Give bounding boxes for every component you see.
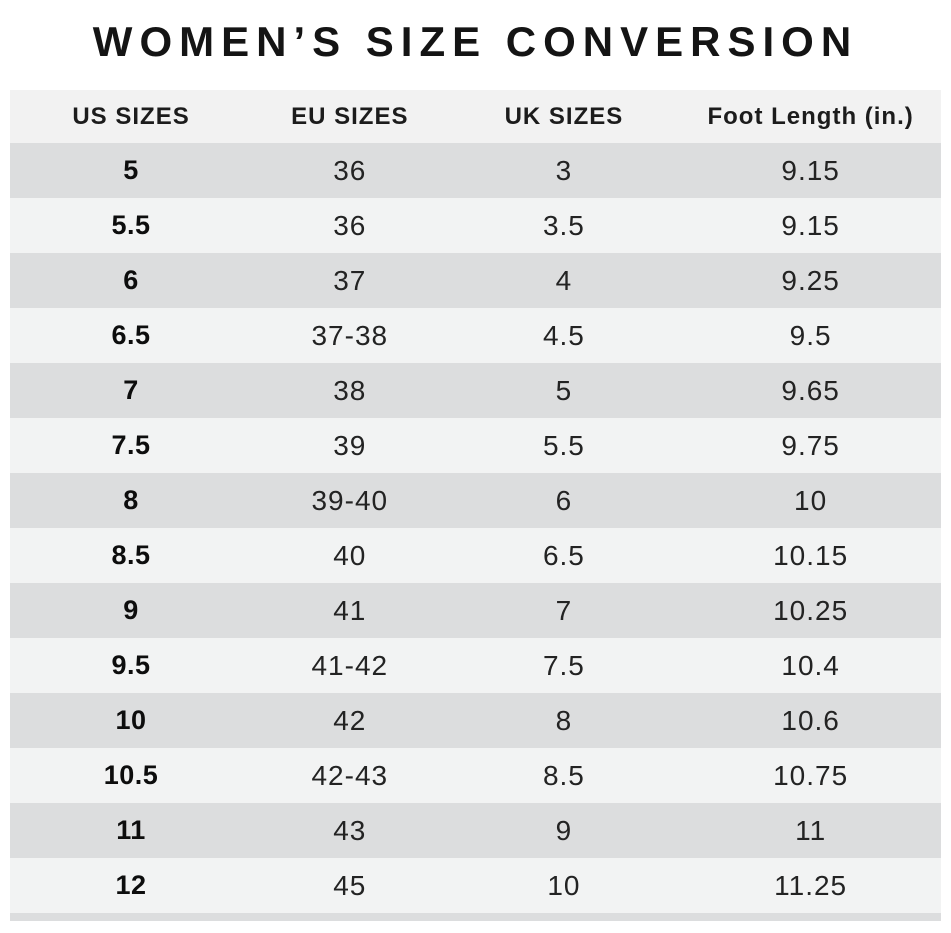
table-row: 9 41 7 10.25 (10, 583, 941, 638)
table-cell: 10 (794, 484, 828, 516)
size-conversion-table: US SIZES EU SIZES UK SIZES Foot Length (… (10, 90, 941, 921)
table-cell: 11.25 (774, 869, 848, 901)
table-cell: 3.5 (542, 209, 585, 241)
table-cell: 42 (333, 704, 367, 736)
table-cell: 36 (333, 209, 367, 241)
table-cell: 9.15 (781, 209, 840, 241)
table-cell-us-size: 9 (123, 595, 139, 625)
table-cell: 39 (333, 429, 367, 461)
size-conversion-page: WOMEN’S SIZE CONVERSION US SIZES EU SIZE… (0, 16, 951, 921)
table-cell-us-size: 8.5 (111, 540, 151, 570)
table-cell: 5 (555, 374, 573, 406)
table-cell-us-size: 8 (123, 485, 139, 515)
table-cell: 10.6 (781, 704, 840, 736)
table-cell: 9.5 (789, 319, 832, 351)
table-cell-us-size: 7.5 (111, 430, 151, 460)
table-cell: 9.15 (781, 154, 840, 186)
table-cell-us-size: 9.5 (111, 650, 151, 680)
table-cell: 37-38 (311, 319, 389, 351)
table-cell: 10.25 (773, 594, 849, 626)
table-cell: 9.75 (781, 429, 840, 461)
table-cell: 9.65 (781, 374, 840, 406)
table-cell-us-size: 5 (123, 155, 139, 185)
table-cell-us-size: 6.5 (111, 320, 151, 350)
table-row: 10 42 8 10.6 (10, 693, 941, 748)
table-row: 7.5 39 5.5 9.75 (10, 418, 941, 473)
table-cell: 9 (555, 814, 573, 846)
table-row: 8 39-40 6 10 (10, 473, 941, 528)
table-cell: 45 (333, 869, 367, 901)
table-cell: 40 (333, 539, 367, 571)
table-cell: 37 (333, 264, 367, 296)
table-cell: 8 (555, 704, 573, 736)
column-header-uk-sizes: UK SIZES (504, 102, 624, 130)
table-cell: 8.5 (542, 759, 585, 791)
table-cell: 7.5 (542, 649, 585, 681)
column-header-foot-length: Foot Length (in.) (707, 102, 914, 130)
table-row: 8.5 40 6.5 10.15 (10, 528, 941, 583)
table-row: 5 36 3 9.15 (10, 143, 941, 198)
table-cell: 42-43 (311, 759, 389, 791)
table-cell: 10.15 (773, 539, 849, 571)
table-cell: 36 (333, 154, 367, 186)
table-cell: 4.5 (542, 319, 585, 351)
table-row: 6 37 4 9.25 (10, 253, 941, 308)
table-cell: 4 (555, 264, 573, 296)
table-cell: 10.4 (781, 649, 840, 681)
table-cell: 5.5 (542, 429, 585, 461)
table-row: 12 45 10 11.25 (10, 858, 941, 913)
table-cell-us-size: 7 (123, 375, 139, 405)
table-header-row: US SIZES EU SIZES UK SIZES Foot Length (… (10, 90, 941, 143)
table-bottom-partial-row (10, 913, 941, 921)
column-header-us-sizes: US SIZES (72, 102, 190, 130)
table-row: 6.5 37-38 4.5 9.5 (10, 308, 941, 363)
table-cell: 9.25 (781, 264, 840, 296)
table-row: 9.5 41-42 7.5 10.4 (10, 638, 941, 693)
table-cell: 43 (333, 814, 367, 846)
table-cell: 38 (333, 374, 367, 406)
table-row: 11 43 9 11 (10, 803, 941, 858)
table-cell-us-size: 10.5 (103, 760, 159, 790)
table-body: 5 36 3 9.15 5.5 36 3.5 9.15 6 37 4 9.25 6.5 37-38 4.5 9… (10, 143, 941, 913)
table-row: 7 38 5 9.65 (10, 363, 941, 418)
table-cell-us-size: 11 (116, 815, 146, 845)
table-cell-us-size: 6 (123, 265, 139, 295)
table-cell: 10 (547, 869, 581, 901)
table-cell: 41-42 (311, 649, 389, 681)
table-cell-us-size: 5.5 (111, 210, 151, 240)
table-cell: 39-40 (311, 484, 389, 516)
table-row: 10.5 42-43 8.5 10.75 (10, 748, 941, 803)
table-cell-us-size: 10 (115, 705, 147, 735)
table-cell-us-size: 12 (115, 870, 147, 900)
table-cell: 41 (333, 594, 367, 626)
table-cell: 6.5 (542, 539, 585, 571)
table-cell: 11 (795, 814, 827, 846)
page-title: WOMEN’S SIZE CONVERSION (92, 18, 859, 65)
column-header-eu-sizes: EU SIZES (291, 102, 409, 130)
table-cell: 6 (555, 484, 573, 516)
table-cell: 7 (555, 594, 573, 626)
table-row: 5.5 36 3.5 9.15 (10, 198, 941, 253)
table-cell: 10.75 (773, 759, 849, 791)
table-cell: 3 (555, 154, 573, 186)
